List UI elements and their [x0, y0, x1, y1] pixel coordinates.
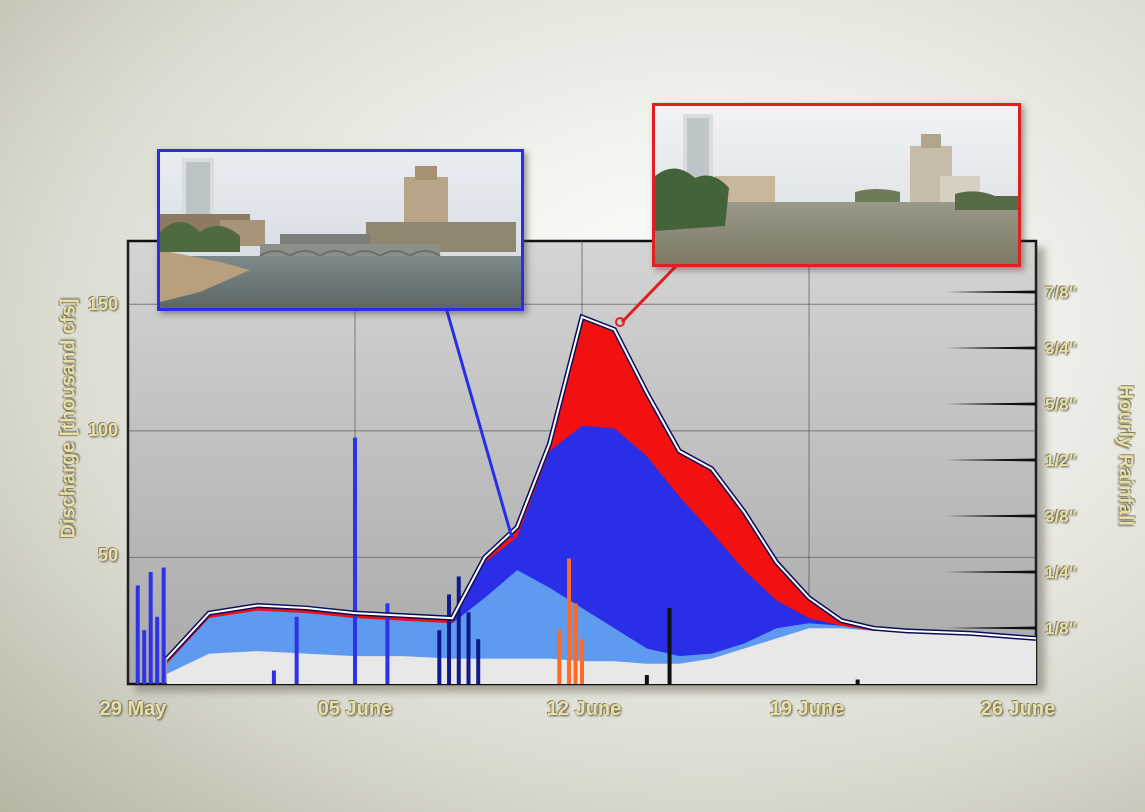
y2-tick-label: 1/8": [1045, 619, 1077, 638]
rainfall-bar: [580, 639, 584, 684]
rainfall-bar: [667, 607, 672, 684]
discharge-areas: [166, 316, 1036, 684]
right-photo-connector: [620, 260, 682, 324]
x-tick-label: 12 June: [546, 698, 622, 720]
rainfall-bar: [135, 585, 140, 684]
y-tick-label: 100: [87, 420, 118, 440]
rainfall-bar: [148, 572, 153, 684]
rainfall-bar: [476, 639, 481, 684]
rainfall-bar: [567, 558, 572, 684]
y2-tick-label: 3/8": [1045, 507, 1077, 526]
rainfall-bar: [644, 675, 649, 684]
right-axis-tick: [946, 290, 1036, 294]
y2-tick-label: 1/2": [1045, 451, 1077, 470]
x-tick-label: 05 June: [317, 698, 393, 720]
rainfall-bar: [456, 576, 461, 684]
x-tick-label: 19 June: [769, 698, 845, 720]
photo-peak-flood: [652, 103, 1021, 267]
rainfall-bar: [142, 630, 147, 684]
rainfall-bar: [353, 437, 357, 684]
y-tick-label: 150: [87, 294, 118, 314]
x-tick-label: 26 June: [980, 698, 1056, 720]
rainfall-bar: [271, 670, 276, 684]
rainfall-bar: [855, 679, 860, 684]
right-axis-tick: [946, 570, 1036, 574]
y2-tick-label: 1/4": [1045, 563, 1077, 582]
photo-connectors: [443, 260, 682, 539]
right-axis-tick: [946, 458, 1036, 462]
y2-tick-label: 3/4": [1045, 339, 1077, 358]
discharge-area-2: [166, 425, 1036, 684]
photo-peak-flood-image: [655, 106, 1018, 264]
right-axis-tick: [946, 626, 1036, 630]
discharge-outline: [165, 313, 1037, 661]
photo-before-flood-image: [160, 152, 521, 308]
y2-tick-label: 5/8": [1045, 395, 1077, 414]
rainfall-bar: [294, 616, 299, 684]
rainfall-bar: [557, 630, 562, 684]
rainfall-bars: [135, 437, 860, 684]
y2-axis-label: Hourly Rainfall: [1114, 384, 1137, 527]
left-photo-connector: [443, 303, 514, 539]
right-axis-tick: [946, 514, 1036, 518]
rainfall-bar: [466, 612, 471, 684]
x-tick-label: 29 May: [99, 698, 167, 720]
rainfall-bar: [385, 603, 390, 684]
base-flow-area-top: [166, 628, 1036, 684]
photo-before-flood: [157, 149, 524, 311]
right-axis-tick: [946, 402, 1036, 406]
right-axis-ticks: [946, 290, 1036, 630]
rainfall-bar: [155, 616, 160, 684]
peak-marker: [615, 317, 625, 327]
rainfall-bar: [447, 594, 452, 684]
right-axis-tick: [946, 346, 1036, 350]
y-tick-label: 50: [97, 545, 118, 565]
y2-tick-label: 7/8": [1045, 283, 1077, 302]
rainfall-bar: [437, 630, 442, 684]
rainfall-bar: [573, 603, 578, 684]
rainfall-bar: [161, 567, 166, 684]
y-axis-label: Discharge [thousand cfs]: [57, 298, 80, 539]
discharge-outline-light: [166, 315, 1037, 660]
